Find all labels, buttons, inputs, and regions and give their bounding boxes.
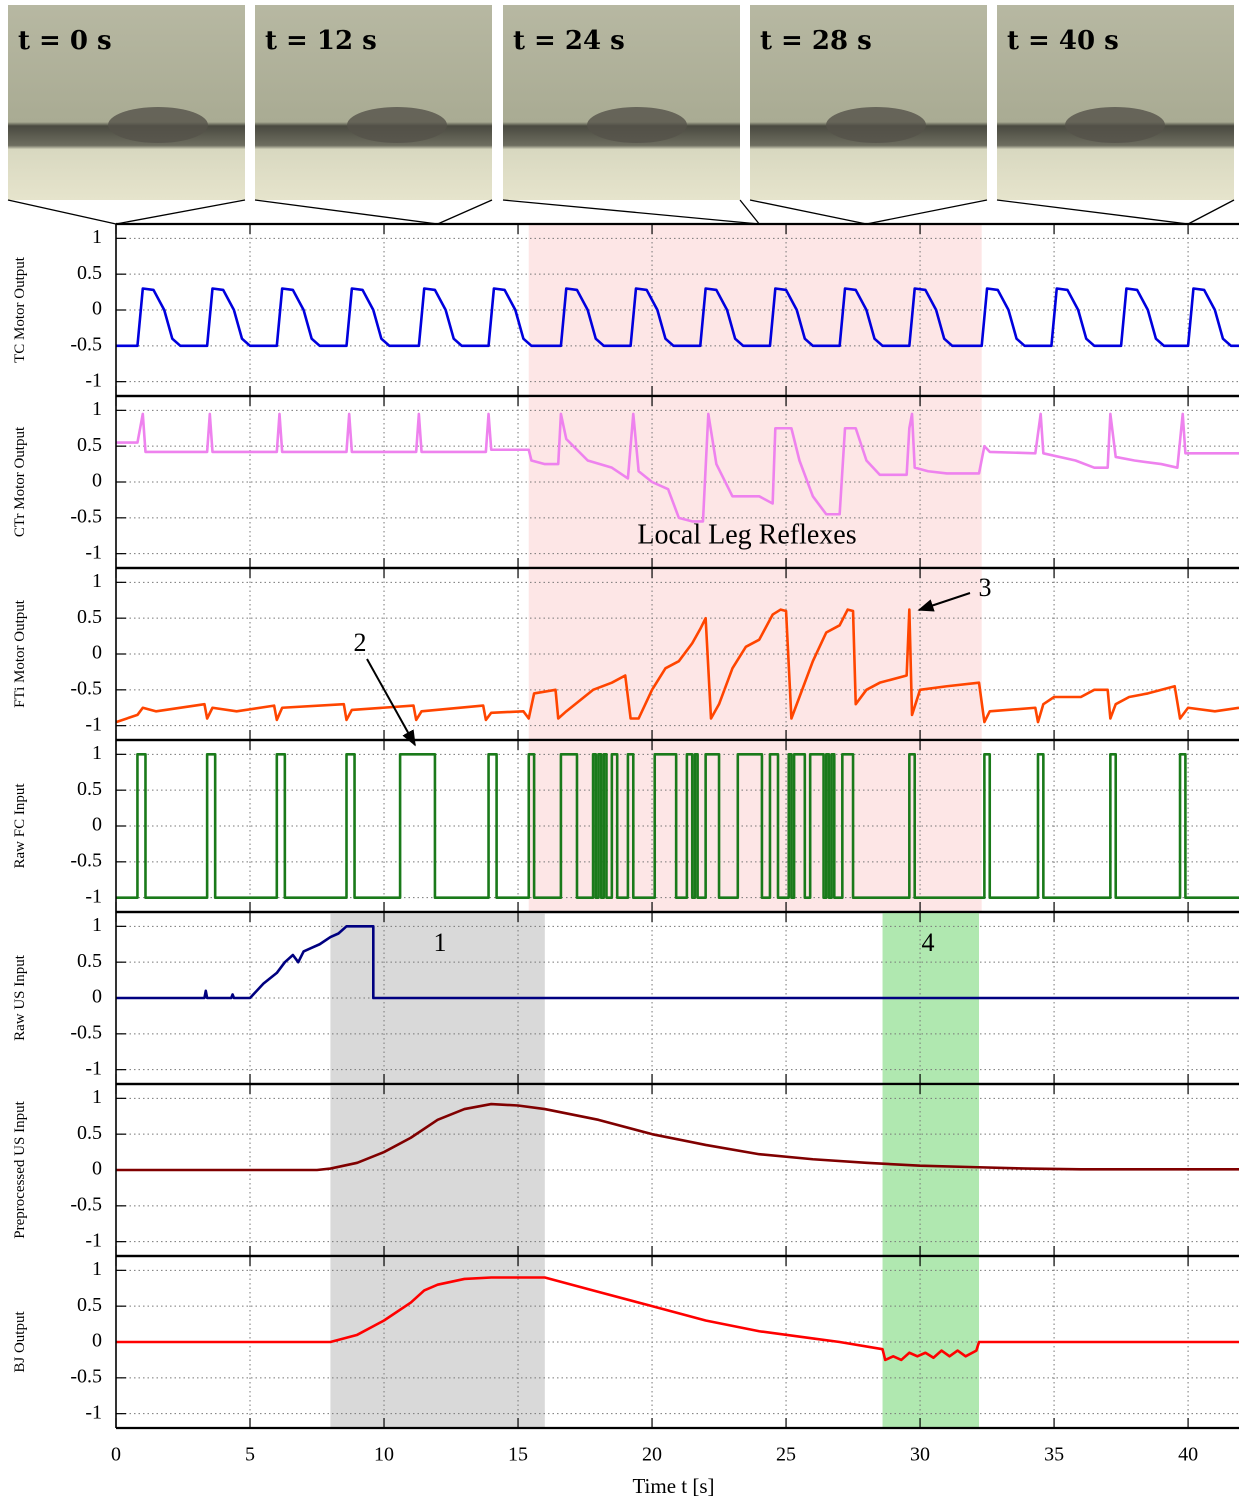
y-tick-label: 1 (92, 398, 102, 420)
snapshot-label: t = 28 s (760, 26, 872, 56)
y-tick-label: -0.5 (70, 333, 102, 355)
snapshot-connector (116, 200, 245, 224)
y-tick-label: -0.5 (70, 1193, 102, 1215)
annotation: 1 (434, 928, 447, 957)
y-tick-label: 0.5 (77, 262, 102, 284)
y-tick-label: -1 (85, 885, 102, 907)
snapshot-connector (740, 200, 759, 224)
y-tick-label: -0.5 (70, 1365, 102, 1387)
y-axis-label: CTr Motor Output (12, 426, 28, 537)
x-tick-label: 0 (111, 1444, 121, 1466)
snapshot-connector (750, 200, 866, 224)
y-tick-label: 0 (92, 1330, 102, 1352)
y-axis-label: Raw US Input (12, 954, 28, 1041)
annotation: 3 (979, 573, 992, 602)
y-tick-label: 1 (92, 742, 102, 764)
y-axis-label: Preprocessed US Input (12, 1100, 28, 1238)
data-line (116, 1278, 1239, 1360)
robot (108, 107, 208, 143)
snapshot-connector (866, 200, 987, 224)
y-tick-label: 0.5 (77, 1294, 102, 1316)
y-tick-label: 0.5 (77, 1122, 102, 1144)
y-axis-label: BJ Output (12, 1311, 28, 1373)
x-tick-label: 15 (508, 1444, 528, 1466)
snapshot-label: t = 40 s (1007, 26, 1119, 56)
snapshot-label: t = 0 s (18, 26, 112, 56)
snapshot-label: t = 12 s (265, 26, 377, 56)
y-axis-label: FTi Motor Output (12, 599, 28, 708)
y-tick-label: 0 (92, 1158, 102, 1180)
x-tick-label: 5 (245, 1444, 255, 1466)
y-tick-label: -0.5 (70, 677, 102, 699)
y-tick-label: 0 (92, 814, 102, 836)
x-tick-label: 35 (1044, 1444, 1064, 1466)
snapshot-label: t = 24 s (513, 26, 625, 56)
y-axis-label: Raw FC Input (12, 783, 28, 869)
y-tick-label: -0.5 (70, 849, 102, 871)
y-tick-label: 0 (92, 642, 102, 664)
y-tick-label: 0.5 (77, 434, 102, 456)
y-tick-label: 1 (92, 570, 102, 592)
y-tick-label: 0.5 (77, 606, 102, 628)
y-tick-label: -1 (85, 713, 102, 735)
y-tick-label: 0 (92, 298, 102, 320)
y-tick-label: 0.5 (77, 950, 102, 972)
annotation: 2 (354, 628, 367, 657)
robot (587, 107, 687, 143)
y-tick-label: -1 (85, 369, 102, 391)
x-tick-label: 40 (1178, 1444, 1198, 1466)
x-tick-label: 25 (776, 1444, 796, 1466)
annotation: 4 (922, 928, 935, 957)
y-tick-label: 0.5 (77, 778, 102, 800)
robot (1065, 107, 1165, 143)
y-tick-label: 1 (92, 1258, 102, 1280)
y-tick-label: -1 (85, 1229, 102, 1251)
snapshot-connector (1188, 200, 1234, 224)
y-tick-label: 1 (92, 914, 102, 936)
y-tick-label: -1 (85, 1401, 102, 1423)
y-tick-label: -0.5 (70, 505, 102, 527)
y-tick-label: 0 (92, 986, 102, 1008)
y-tick-label: -0.5 (70, 1021, 102, 1043)
y-tick-label: -1 (85, 541, 102, 563)
y-tick-label: 1 (92, 1086, 102, 1108)
snapshot-connector (438, 200, 492, 224)
robot (826, 107, 926, 143)
annotation: Local Leg Reflexes (637, 519, 856, 550)
x-tick-label: 10 (374, 1444, 394, 1466)
snapshot-connector (997, 200, 1188, 224)
y-tick-label: 0 (92, 470, 102, 492)
figure: t = 0 s t = 12 s t = 24 s t = 28 s t = 40 s 1… (0, 0, 1239, 1506)
y-axis-label: TC Motor Output (12, 256, 28, 363)
snapshot-connector (255, 200, 438, 224)
data-line (116, 1104, 1239, 1170)
y-tick-label: -1 (85, 1057, 102, 1079)
robot (347, 107, 447, 143)
y-tick-label: 1 (92, 226, 102, 248)
annotation-arrow (367, 659, 415, 745)
snapshot-connector (8, 200, 116, 224)
x-axis-label: Time t [s] (632, 1474, 714, 1498)
x-tick-label: 30 (910, 1444, 930, 1466)
snapshot-connector (503, 200, 759, 224)
x-tick-label: 20 (642, 1444, 662, 1466)
